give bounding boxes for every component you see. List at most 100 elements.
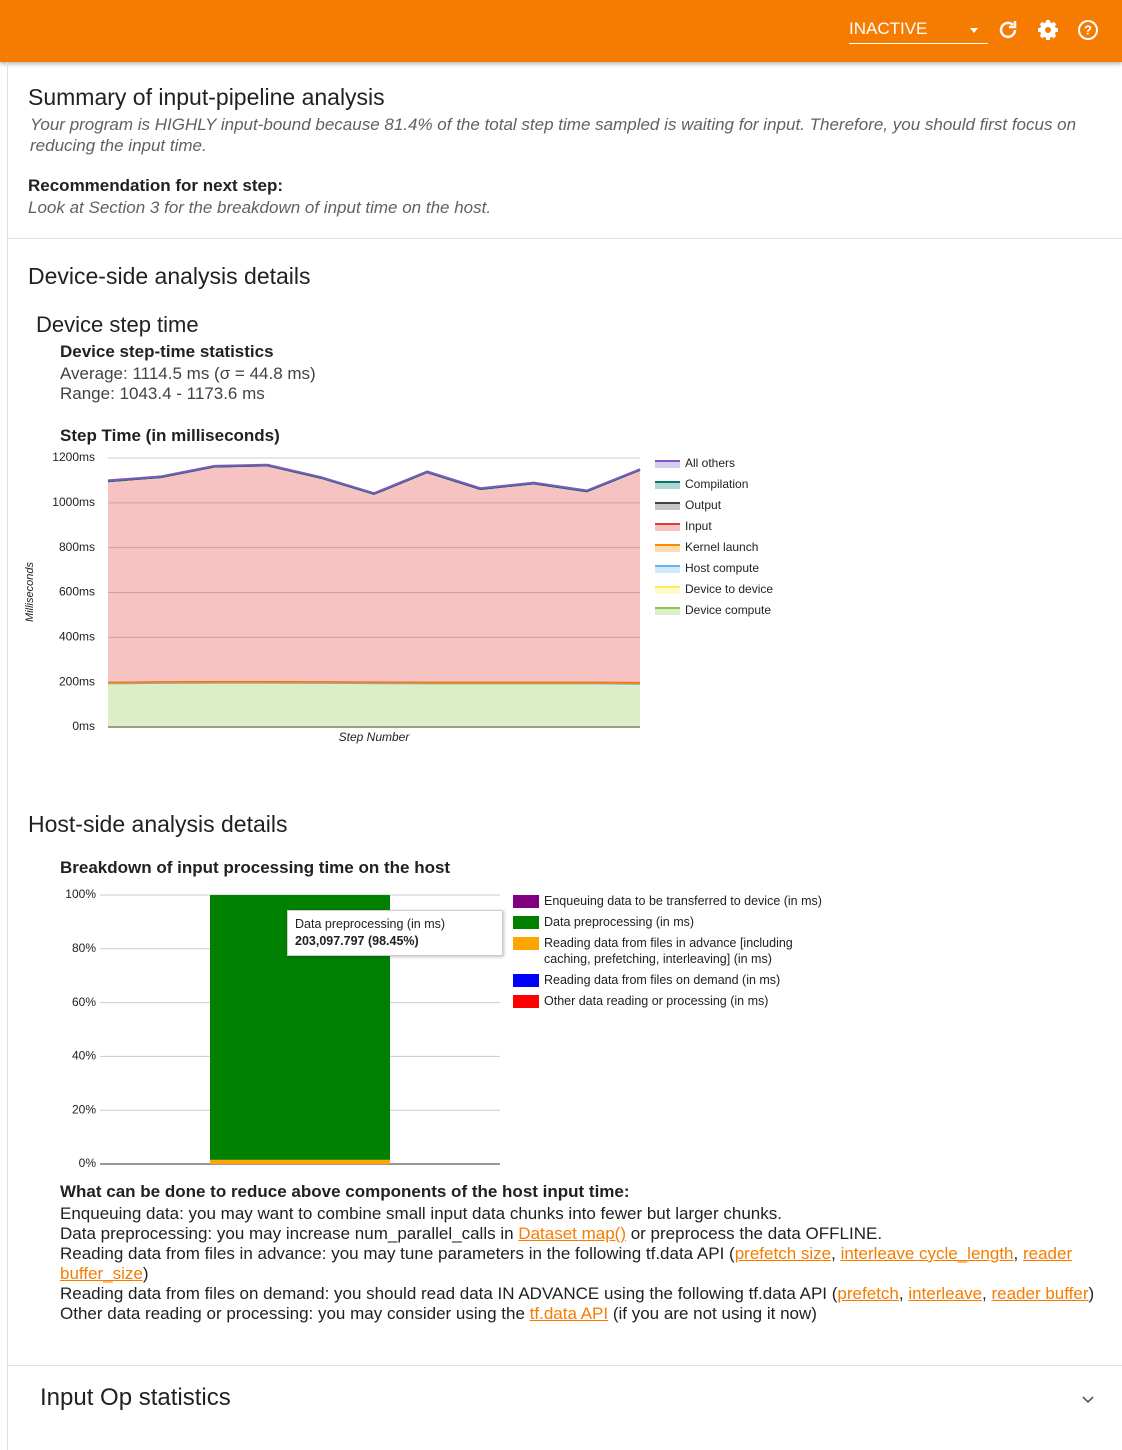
link[interactable]: interleave cycle_length bbox=[840, 1244, 1014, 1263]
help-icon[interactable]: ? bbox=[1078, 20, 1098, 40]
legend-swatch bbox=[655, 587, 680, 594]
legend-label: Device compute bbox=[685, 603, 771, 617]
left-border bbox=[7, 62, 8, 1450]
legend-swatch bbox=[513, 895, 539, 908]
series-line bbox=[107, 463, 641, 495]
link[interactable]: interleave bbox=[908, 1284, 983, 1303]
advice-line: Enqueuing data: you may want to combine … bbox=[60, 1204, 1100, 1224]
legend-swatch bbox=[655, 503, 680, 510]
advice-line: Other data reading or processing: you ma… bbox=[60, 1304, 1100, 1324]
legend-swatch bbox=[513, 937, 539, 950]
y-tick-label: 100% bbox=[65, 887, 96, 901]
legend-label: Host compute bbox=[685, 561, 759, 575]
advice-text: , bbox=[982, 1284, 992, 1303]
chart-title: Step Time (in milliseconds) bbox=[60, 426, 280, 445]
advice-text: (if you are not using it now) bbox=[608, 1304, 817, 1323]
link[interactable]: prefetch size bbox=[734, 1244, 832, 1263]
advice-text: Reading data from files in advance: you … bbox=[60, 1244, 735, 1263]
area bbox=[108, 682, 640, 727]
link[interactable]: Dataset map() bbox=[518, 1224, 626, 1243]
stats-title: Device step-time statistics bbox=[60, 342, 274, 361]
legend-item: Data preprocessing (in ms) bbox=[513, 914, 833, 930]
advice-line: Data preprocessing: you may increase num… bbox=[60, 1224, 1100, 1244]
legend-label: Other data reading or processing (in ms) bbox=[544, 994, 769, 1008]
y-tick-label: 400ms bbox=[59, 630, 95, 644]
expand-icon[interactable] bbox=[1080, 1392, 1096, 1408]
legend-label: Compilation bbox=[685, 477, 748, 491]
legend-swatch bbox=[513, 995, 539, 1008]
section-title: Host-side analysis details bbox=[28, 811, 288, 837]
chart-title: Breakdown of input processing time on th… bbox=[60, 858, 451, 877]
advice: Enqueuing data: you may want to combine … bbox=[60, 1204, 1100, 1324]
advice-line: Reading data from files in advance: you … bbox=[60, 1244, 1100, 1284]
top-bar bbox=[0, 0, 1122, 62]
status-select[interactable]: INACTIVE bbox=[849, 19, 988, 44]
legend-item: Enqueuing data to be transferred to devi… bbox=[513, 893, 833, 909]
footer-title: Input Op statistics bbox=[40, 1384, 231, 1411]
legend-label: All others bbox=[685, 456, 735, 470]
tooltip: Data preprocessing (in ms) 203,097.797 (… bbox=[287, 910, 503, 956]
legend-swatch bbox=[513, 974, 539, 987]
y-tick-label: 60% bbox=[72, 995, 96, 1009]
summary-text: Your program is HIGHLY input-bound becau… bbox=[30, 115, 1077, 155]
advice-text: , bbox=[1013, 1244, 1023, 1263]
y-tick-label: 200ms bbox=[59, 674, 95, 688]
tooltip-series: Data preprocessing (in ms) bbox=[295, 917, 446, 931]
advice-text: or preprocess the data OFFLINE. bbox=[626, 1224, 883, 1243]
status: INACTIVE bbox=[849, 19, 928, 38]
legend-label: Kernel launch bbox=[685, 540, 758, 554]
link[interactable]: tf.data API bbox=[529, 1304, 609, 1323]
legend-label: Device to device bbox=[685, 582, 773, 596]
link[interactable]: prefetch bbox=[837, 1284, 899, 1303]
link[interactable]: reader buffer_size bbox=[60, 1244, 1073, 1283]
legend-item: Reading data from files on demand (in ms… bbox=[513, 972, 833, 988]
stats-average: Average: 1114.5 ms (σ = 44.8 ms) bbox=[60, 364, 316, 383]
step-chart: 0ms 200ms 400ms 600ms 800ms 1000ms 1200ms Devic… bbox=[24, 450, 773, 744]
subsection-title: Device step time bbox=[36, 312, 199, 337]
y-tick-label: 1000ms bbox=[52, 495, 95, 509]
legend-swatch bbox=[655, 545, 680, 552]
svg-text:?: ? bbox=[1084, 22, 1092, 37]
stats-range: Range: 1043.4 - 1173.6 ms bbox=[60, 384, 265, 403]
divider bbox=[7, 1365, 1122, 1366]
legend-label: Reading data from files in advance [incl… bbox=[544, 936, 793, 966]
y-tick-label: 0% bbox=[79, 1156, 97, 1170]
bar-segment bbox=[210, 1159, 390, 1164]
dropdown-arrow bbox=[970, 28, 978, 33]
section-title: Device-side analysis details bbox=[28, 263, 311, 289]
y-tick-label: 80% bbox=[72, 941, 96, 955]
legend-label: Data preprocessing (in ms) bbox=[544, 915, 695, 929]
settings-icon[interactable] bbox=[1038, 20, 1058, 40]
advice-text: Enqueuing data: you may want to combine … bbox=[60, 1204, 782, 1223]
advice-text: Reading data from files on demand: you s… bbox=[60, 1284, 838, 1303]
y-tick-label: 40% bbox=[72, 1049, 96, 1063]
y-tick-label: 1200ms bbox=[52, 450, 95, 464]
recommendation: Look at Section 3 for the breakdown of i… bbox=[28, 198, 492, 217]
legend-label: Enqueuing data to be transferred to devi… bbox=[544, 894, 822, 908]
legend-label: Reading data from files on demand (in ms… bbox=[544, 973, 781, 987]
summary-title: Summary of input-pipeline analysis bbox=[28, 84, 385, 110]
toolbar-icons: ? bbox=[970, 20, 1098, 40]
advice-title: What can be done to reduce above compone… bbox=[60, 1182, 630, 1201]
x-axis-label: Step Number bbox=[339, 730, 411, 744]
y-tick-label: 600ms bbox=[59, 585, 95, 599]
legend-item: Reading data from files in advance [incl… bbox=[513, 935, 833, 967]
advice-text: , bbox=[831, 1244, 841, 1263]
legend-swatch bbox=[655, 608, 680, 615]
legend-label: Output bbox=[685, 498, 722, 512]
advice-text: Data preprocessing: you may increase num… bbox=[60, 1224, 519, 1243]
legend-swatch bbox=[655, 482, 680, 489]
legend-item: Other data reading or processing (in ms) bbox=[513, 993, 833, 1009]
refresh-icon[interactable] bbox=[999, 21, 1017, 39]
legend-label: Input bbox=[685, 519, 712, 533]
series-line bbox=[107, 680, 641, 685]
tooltip-value: 203,097.797 (98.45%) bbox=[295, 934, 419, 948]
advice-text: Other data reading or processing: you ma… bbox=[60, 1304, 530, 1323]
legend-swatch bbox=[655, 566, 680, 573]
advice-text: ) bbox=[1088, 1284, 1095, 1303]
area bbox=[108, 465, 640, 684]
link[interactable]: reader buffer bbox=[991, 1284, 1089, 1303]
divider bbox=[7, 238, 1122, 239]
advice-text: ) bbox=[142, 1264, 149, 1283]
